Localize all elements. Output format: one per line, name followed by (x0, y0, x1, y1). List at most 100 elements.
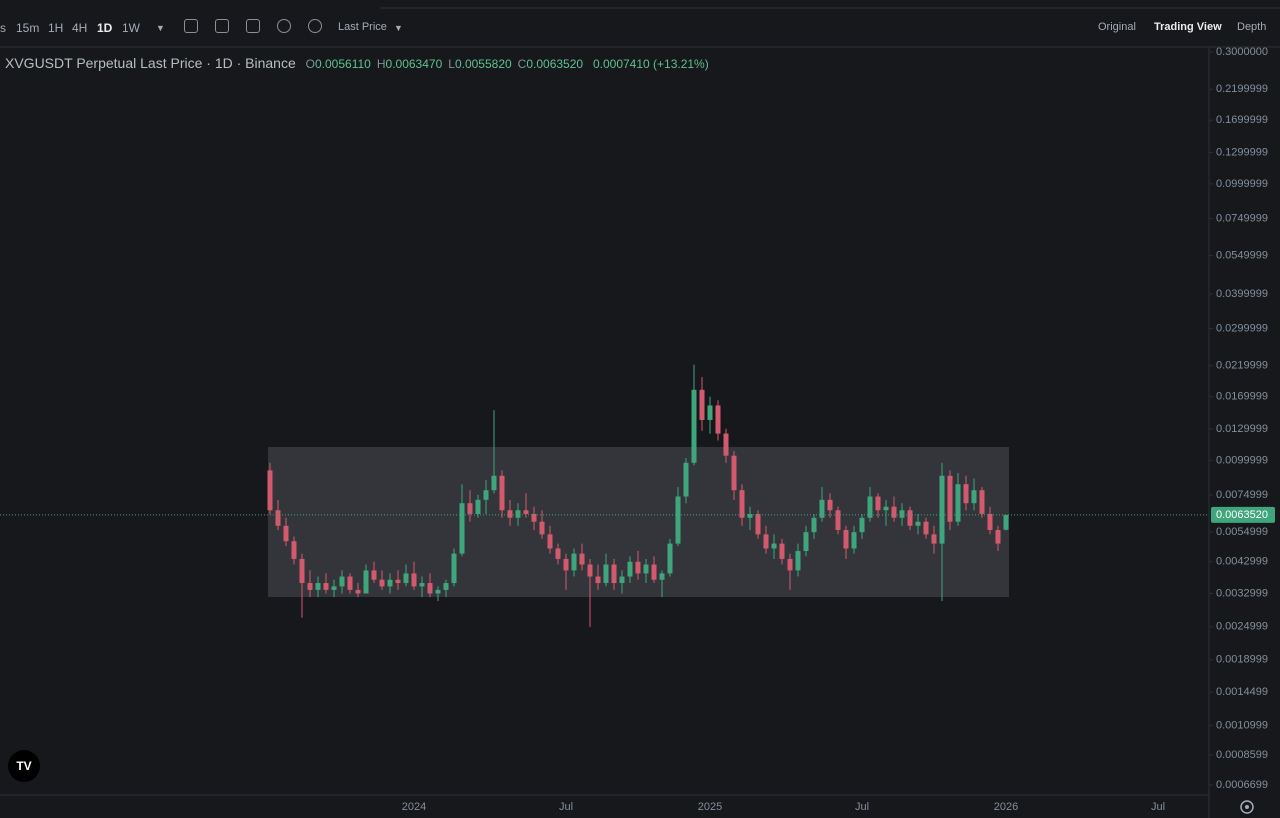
candle-body (747, 513, 753, 518)
candle-body (755, 513, 761, 535)
indicator-icon[interactable] (184, 19, 198, 33)
ohlc-value: 0.0056110 (315, 57, 371, 71)
candle-body (451, 553, 457, 584)
candle-body (571, 553, 577, 571)
price-source[interactable]: Last Price (338, 21, 387, 33)
candle-body (283, 525, 289, 542)
candle-body (811, 517, 817, 533)
y-tick-label: 0.2199999 (1216, 83, 1268, 95)
interval[interactable]: 15m (16, 21, 40, 35)
candle-body (947, 475, 953, 522)
candle-body (883, 506, 889, 511)
candle-body (419, 583, 425, 587)
candle-body (579, 553, 585, 565)
candle-body (675, 496, 681, 544)
candle-body (635, 561, 641, 574)
y-tick-label: 0.0006699 (1216, 779, 1268, 791)
candle-body (435, 589, 441, 594)
ohlc-key: C (517, 57, 527, 71)
interval-dropdown[interactable]: ▼ (156, 23, 165, 33)
y-tick-label: 0.1299999 (1216, 146, 1268, 158)
candle-body (915, 521, 921, 526)
y-tick-label: 0.0014499 (1216, 686, 1268, 698)
interval[interactable]: 1H (48, 21, 64, 35)
y-tick-label: 0.3000000 (1216, 46, 1268, 58)
candle-body (371, 570, 377, 580)
candle-body (987, 513, 993, 530)
ohlc-value: 0.0063470 (385, 57, 443, 71)
candle-body (723, 433, 729, 456)
y-tick-label: 0.0399999 (1216, 288, 1268, 300)
candle-body (827, 499, 833, 511)
candle-body (611, 564, 617, 584)
candle-body (523, 510, 529, 514)
candle-body (267, 470, 273, 511)
interval[interactable]: 1D (97, 21, 113, 35)
candle-body (547, 534, 553, 549)
candle-body (939, 475, 945, 544)
candle-body (395, 579, 401, 584)
interval[interactable]: 1W (122, 21, 140, 35)
candle-body (499, 475, 505, 511)
candle-body (955, 484, 961, 522)
change: 0.0007410 (+13.21%) (592, 57, 709, 71)
candle-body (787, 558, 793, 571)
chart-type-icon[interactable] (215, 19, 229, 33)
ohlc-key: L (448, 57, 455, 71)
candle-body (595, 576, 601, 584)
interval[interactable]: s (0, 21, 6, 35)
candle-body (475, 499, 481, 514)
legend-header: XVGUSDT Perpetual Last Price · 1D · Bina… (5, 55, 709, 71)
candle-body (867, 496, 873, 518)
candle-body (691, 389, 697, 463)
settings-icon[interactable] (1240, 800, 1254, 814)
svg-text:TV: TV (16, 759, 31, 773)
candle-body (851, 532, 857, 549)
candle-body (891, 506, 897, 518)
y-tick-label: 0.0018999 (1216, 654, 1268, 666)
x-tick-label: Jul (1151, 801, 1165, 813)
candle-body (339, 576, 345, 587)
candle-body (1003, 514, 1009, 530)
candle-body (627, 561, 633, 577)
candle-body (643, 564, 649, 574)
candle-body (995, 529, 1001, 544)
candle-body (931, 534, 937, 544)
add-icon[interactable] (277, 19, 291, 33)
interval[interactable]: 4H (72, 21, 88, 35)
y-tick-label: 0.0169999 (1216, 391, 1268, 403)
candle-body (515, 510, 521, 518)
y-tick-label: 0.0219999 (1216, 360, 1268, 372)
candle-body (443, 583, 449, 590)
ohlc-value: 0.0055820 (454, 57, 512, 71)
candle-body (347, 576, 353, 590)
y-tick-label: 0.0008599 (1216, 749, 1268, 761)
candle-body (819, 499, 825, 518)
candle-body (683, 462, 689, 497)
y-tick-label: 0.0999999 (1216, 178, 1268, 190)
symbol-title: XVGUSDT Perpetual Last Price · 1D · Bina… (5, 55, 296, 71)
candle-body (555, 548, 561, 559)
candle-body (923, 521, 929, 535)
x-tick-label: 2024 (402, 801, 426, 813)
candle-body (323, 583, 329, 590)
candle-body (739, 490, 745, 518)
view-tab[interactable]: Trading View (1154, 21, 1222, 33)
candle-body (899, 510, 905, 518)
view-tab[interactable]: Original (1098, 21, 1136, 33)
candle-body (507, 510, 513, 518)
view-tab[interactable]: Depth (1237, 21, 1267, 33)
candle-body (411, 573, 417, 587)
candle-body (379, 579, 385, 587)
settings-icon[interactable] (308, 19, 322, 33)
candle-body (771, 543, 777, 549)
candle-body (363, 570, 369, 594)
price-source-dropdown[interactable]: ▼ (394, 23, 403, 33)
y-tick-label: 0.0299999 (1216, 322, 1268, 334)
candle-body (603, 564, 609, 584)
candle-body (835, 510, 841, 530)
candle-body (795, 551, 801, 571)
candle-body (707, 405, 713, 420)
screenshot-icon[interactable] (246, 19, 260, 33)
y-tick-label: 0.0054999 (1216, 526, 1268, 538)
